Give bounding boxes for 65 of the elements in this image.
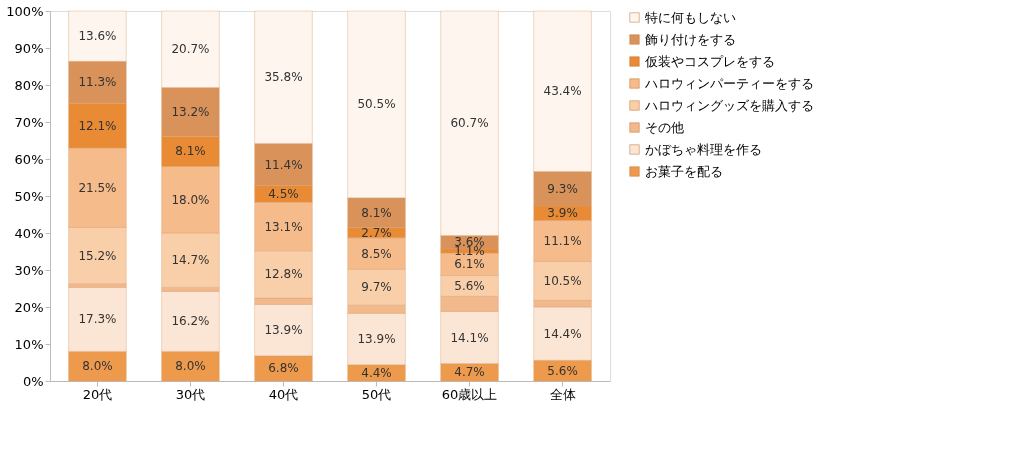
data-label: 18.0%	[171, 192, 210, 207]
y-tick-label: 80%	[14, 77, 44, 93]
data-label: 35.8%	[264, 70, 303, 85]
y-tick-label: 0%	[22, 373, 44, 389]
data-label: 13.6%	[78, 29, 117, 44]
data-label: 43.4%	[543, 84, 582, 99]
data-label: 8.1%	[175, 144, 206, 159]
legend-label: その他	[645, 119, 684, 135]
data-label: 6.1%	[454, 257, 485, 272]
data-label: 11.4%	[264, 157, 303, 172]
data-label: 9.3%	[547, 181, 578, 196]
legend-label: 飾り付けをする	[645, 31, 736, 47]
data-label: 6.8%	[268, 361, 299, 376]
y-tick-label: 100%	[6, 3, 44, 19]
legend-label: ハロウィンパーティーをする	[644, 75, 814, 91]
data-label: 4.7%	[454, 365, 485, 380]
data-label: 14.7%	[171, 253, 210, 268]
y-tick-label: 60%	[14, 151, 44, 167]
data-label: 4.5%	[268, 186, 299, 201]
x-tick-label: 20代	[82, 386, 113, 402]
data-label: 11.1%	[543, 233, 582, 248]
data-label: 13.9%	[264, 323, 303, 338]
data-label: 11.3%	[78, 75, 117, 90]
legend-label: お菓子を配る	[645, 163, 723, 179]
data-label: 8.1%	[361, 205, 392, 220]
data-label: 10.5%	[543, 273, 582, 288]
data-label: 12.1%	[78, 118, 117, 133]
data-label: 8.5%	[361, 246, 392, 261]
x-tick-label: 40代	[268, 386, 299, 402]
data-label: 8.0%	[175, 359, 206, 374]
data-label: 5.6%	[547, 363, 578, 378]
data-label: 13.1%	[264, 219, 303, 234]
data-label: 15.2%	[78, 248, 117, 263]
data-label: 13.9%	[357, 332, 396, 347]
data-label: 2.7%	[361, 225, 392, 240]
data-label: 4.4%	[361, 365, 392, 380]
data-label: 14.1%	[450, 330, 489, 345]
legend-label: 特に何もしない	[645, 9, 736, 25]
data-label: 8.0%	[82, 359, 113, 374]
data-label: 5.6%	[454, 278, 485, 293]
data-label: 9.7%	[361, 280, 392, 295]
y-tick-label: 20%	[14, 299, 44, 315]
data-label: 14.4%	[543, 326, 582, 341]
legend-label: かぼちゃ料理を作る	[645, 141, 762, 157]
y-tick-label: 50%	[14, 188, 44, 204]
data-label: 50.5%	[357, 97, 396, 112]
x-tick-label: 30代	[175, 386, 206, 402]
data-label: 60.7%	[450, 116, 489, 131]
x-tick-label: 全体	[549, 386, 576, 402]
data-label: 12.8%	[264, 267, 303, 282]
legend-label: 仮装やコスプレをする	[644, 53, 775, 69]
y-tick-label: 40%	[14, 225, 44, 241]
data-label: 3.9%	[547, 206, 578, 221]
x-tick-label: 50代	[361, 386, 392, 402]
data-label: 16.2%	[171, 314, 210, 329]
data-label: 21.5%	[78, 180, 117, 195]
y-tick-label: 30%	[14, 262, 44, 278]
y-tick-label: 10%	[14, 336, 44, 352]
data-label: 13.2%	[171, 105, 210, 120]
legend-label: ハロウィングッズを購入する	[644, 97, 814, 113]
data-label: 17.3%	[78, 312, 117, 327]
y-tick-label: 70%	[14, 114, 44, 130]
data-label: 20.7%	[171, 42, 210, 57]
x-tick-label: 60歳以上	[441, 386, 498, 402]
y-tick-label: 90%	[14, 40, 44, 56]
